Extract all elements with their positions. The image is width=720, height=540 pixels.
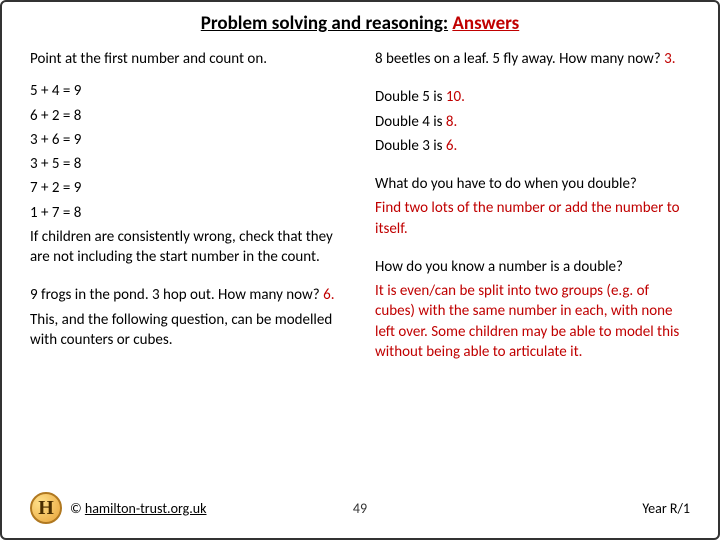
footer-link[interactable]: hamilton-trust.org.uk <box>85 500 207 517</box>
equation-note: If children are consistently wrong, chec… <box>30 227 345 268</box>
content-area: Point at the first number and count on. … <box>2 41 718 380</box>
frogs-line: 9 frogs in the pond. 3 hop out. How many… <box>30 285 345 305</box>
beetles-answer: 3. <box>664 50 675 68</box>
doubles-block: Double 5 is 10. Double 4 is 8. Double 3 … <box>375 87 690 156</box>
frogs-question: 9 frogs in the pond. 3 hop out. How many… <box>30 286 320 304</box>
double-explanation: Find two lots of the number or add the n… <box>375 198 690 239</box>
equation: 5 + 4 = 9 <box>30 81 345 101</box>
hamilton-logo-icon: H <box>30 492 62 524</box>
beetles-question: 8 beetles on a leaf. 5 fly away. How man… <box>375 50 661 68</box>
page-number: 49 <box>353 500 367 517</box>
equation: 7 + 2 = 9 <box>30 178 345 198</box>
equation: 1 + 7 = 8 <box>30 203 345 223</box>
equation: 3 + 6 = 9 <box>30 130 345 150</box>
right-column: 8 beetles on a leaf. 5 fly away. How man… <box>375 49 690 380</box>
footer-left: H © hamilton-trust.org.uk <box>30 492 207 524</box>
know-double-explanation: It is even/can be split into two groups … <box>375 281 690 362</box>
double-question: What do you have to do when you double? <box>375 174 690 194</box>
know-double-question: How do you know a number is a double? <box>375 257 690 277</box>
page-title: Problem solving and reasoning: Answers <box>2 2 718 41</box>
beetles-block: 8 beetles on a leaf. 5 fly away. How man… <box>375 49 690 69</box>
copyright-symbol: © <box>70 500 82 517</box>
title-answers: Answers <box>452 12 519 35</box>
know-double-block: How do you know a number is a double? It… <box>375 257 690 362</box>
title-prefix: Problem solving and reasoning: <box>201 12 448 35</box>
year-label: Year R/1 <box>642 500 690 517</box>
double-4: Double 4 is 8. <box>375 112 690 132</box>
beetles-line: 8 beetles on a leaf. 5 fly away. How man… <box>375 49 690 69</box>
frogs-block: 9 frogs in the pond. 3 hop out. How many… <box>30 285 345 350</box>
count-on-block: Point at the first number and count on. … <box>30 49 345 267</box>
equation: 6 + 2 = 8 <box>30 106 345 126</box>
intro-text: Point at the first number and count on. <box>30 49 345 69</box>
frogs-answer: 6. <box>323 286 334 304</box>
equation: 3 + 5 = 8 <box>30 154 345 174</box>
frogs-note: This, and the following question, can be… <box>30 310 345 351</box>
double-3: Double 3 is 6. <box>375 136 690 156</box>
double-5: Double 5 is 10. <box>375 87 690 107</box>
footer: H © hamilton-trust.org.uk 49 Year R/1 <box>2 492 718 524</box>
left-column: Point at the first number and count on. … <box>30 49 345 380</box>
double-explain-block: What do you have to do when you double? … <box>375 174 690 239</box>
